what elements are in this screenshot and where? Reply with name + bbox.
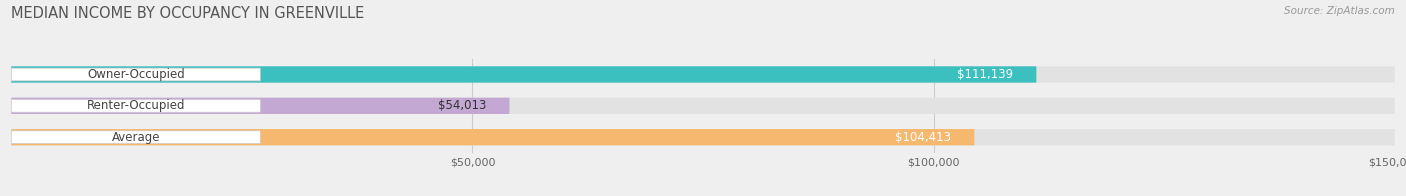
Text: MEDIAN INCOME BY OCCUPANCY IN GREENVILLE: MEDIAN INCOME BY OCCUPANCY IN GREENVILLE bbox=[11, 6, 364, 21]
Text: Owner-Occupied: Owner-Occupied bbox=[87, 68, 184, 81]
Text: Average: Average bbox=[111, 131, 160, 144]
Text: Source: ZipAtlas.com: Source: ZipAtlas.com bbox=[1284, 6, 1395, 16]
FancyBboxPatch shape bbox=[11, 98, 509, 114]
FancyBboxPatch shape bbox=[11, 68, 260, 81]
Text: Renter-Occupied: Renter-Occupied bbox=[87, 99, 186, 112]
FancyBboxPatch shape bbox=[11, 98, 1395, 114]
FancyBboxPatch shape bbox=[11, 100, 260, 112]
FancyBboxPatch shape bbox=[11, 66, 1036, 83]
Text: $111,139: $111,139 bbox=[957, 68, 1014, 81]
FancyBboxPatch shape bbox=[11, 129, 974, 145]
Text: $54,013: $54,013 bbox=[439, 99, 486, 112]
FancyBboxPatch shape bbox=[11, 131, 260, 143]
FancyBboxPatch shape bbox=[11, 129, 1395, 145]
Text: $104,413: $104,413 bbox=[896, 131, 952, 144]
FancyBboxPatch shape bbox=[11, 66, 1395, 83]
